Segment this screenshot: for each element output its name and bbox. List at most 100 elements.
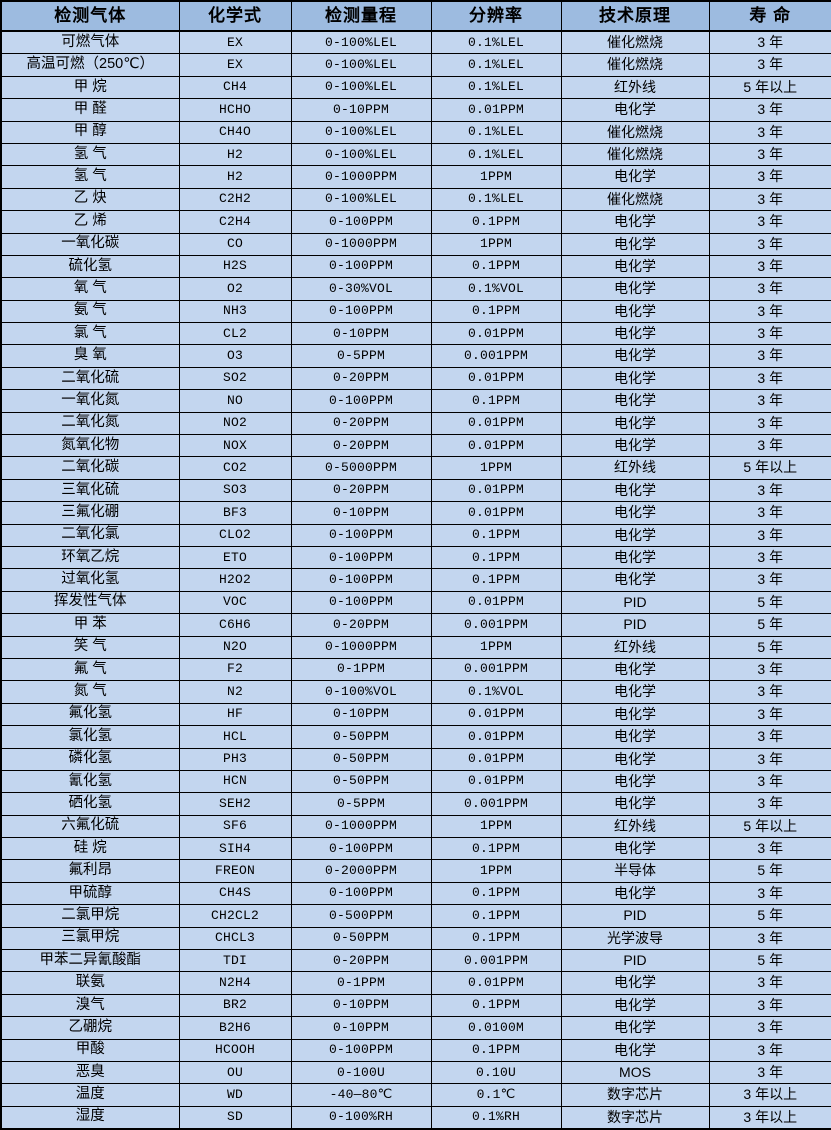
cell-gas: 氟利昂 [0, 859, 180, 883]
cell-gas: 湿度 [0, 1105, 180, 1130]
cell-lifetime: 3 年 [708, 165, 831, 189]
cell-principle: 电化学 [560, 837, 710, 861]
cell-resolution: 1PPM [430, 635, 562, 659]
cell-principle: 红外线 [560, 635, 710, 659]
cell-range: 0-100%LEL [290, 75, 432, 100]
table-row: 三氟化硼 BF3 0-10PPM 0.01PPM 电化学 3 年 [0, 501, 831, 525]
cell-principle: 电化学 [560, 792, 710, 816]
cell-formula: SIH4 [178, 837, 292, 861]
cell-lifetime: 3 年 [708, 1038, 831, 1062]
cell-resolution: 0.1%VOL [430, 680, 562, 704]
cell-range: 0-50PPM [290, 926, 432, 951]
cell-range: 0-100PPM [290, 254, 432, 279]
column-header-range: 检测量程 [290, 0, 432, 32]
cell-lifetime: 3 年 [708, 837, 831, 861]
cell-lifetime: 3 年 [708, 1060, 831, 1085]
cell-principle: PID [560, 904, 710, 928]
cell-range: 0-100%LEL [290, 53, 432, 77]
cell-lifetime: 3 年 [708, 142, 831, 167]
cell-lifetime: 3 年 [708, 769, 831, 794]
cell-lifetime: 5 年 [708, 904, 831, 928]
table-row: 二氧化氮 NO2 0-20PPM 0.01PPM 电化学 3 年 [0, 411, 831, 436]
cell-range: 0-1000PPM [290, 232, 432, 256]
cell-formula: H2 [178, 165, 292, 189]
cell-lifetime: 3 年 [708, 344, 831, 368]
cell-formula: HCOOH [178, 1038, 292, 1062]
cell-gas: 硅 烷 [0, 837, 180, 861]
table-row: 三氧化硫 SO3 0-20PPM 0.01PPM 电化学 3 年 [0, 478, 831, 503]
cell-principle: 电化学 [560, 725, 710, 749]
table-row: 氢 气 H2 0-100%LEL 0.1%LEL 催化燃烧 3 年 [0, 142, 831, 167]
table-row: 六氟化硫 SF6 0-1000PPM 1PPM 红外线 5 年以上 [0, 814, 831, 839]
cell-lifetime: 3 年 [708, 881, 831, 906]
cell-range: 0-20PPM [290, 366, 432, 391]
cell-gas: 高温可燃（250℃） [0, 53, 180, 77]
cell-range: 0-100PPM [290, 389, 432, 413]
cell-range: 0-1000PPM [290, 635, 432, 659]
cell-lifetime: 3 年 [708, 277, 831, 301]
cell-principle: 红外线 [560, 456, 710, 480]
cell-range: 0-5PPM [290, 792, 432, 816]
table-row: 笑 气 N2O 0-1000PPM 1PPM 红外线 5 年 [0, 635, 831, 659]
table-row: 恶臭 OU 0-100U 0.10U MOS 3 年 [0, 1060, 831, 1085]
cell-lifetime: 3 年 [708, 98, 831, 122]
cell-gas: 氮 气 [0, 680, 180, 704]
cell-lifetime: 3 年 [708, 501, 831, 525]
cell-range: 0-100%LEL [290, 187, 432, 212]
table-row: 氰化氢 HCN 0-50PPM 0.01PPM 电化学 3 年 [0, 769, 831, 794]
cell-resolution: 0.1PPM [430, 389, 562, 413]
cell-lifetime: 3 年 [708, 299, 831, 324]
cell-lifetime: 3 年以上 [708, 1105, 831, 1130]
cell-formula: HCHO [178, 98, 292, 122]
cell-principle: 半导体 [560, 859, 710, 883]
cell-range: 0-1000PPM [290, 814, 432, 839]
cell-formula: SF6 [178, 814, 292, 839]
table-row: 甲 烷 CH4 0-100%LEL 0.1%LEL 红外线 5 年以上 [0, 75, 831, 100]
cell-formula: C2H4 [178, 210, 292, 234]
cell-principle: 电化学 [560, 366, 710, 391]
cell-resolution: 0.01PPM [430, 702, 562, 727]
cell-resolution: 0.001PPM [430, 792, 562, 816]
cell-range: 0-10PPM [290, 322, 432, 346]
cell-range: 0-100PPM [290, 1038, 432, 1062]
cell-lifetime: 3 年 [708, 53, 831, 77]
cell-resolution: 0.1%RH [430, 1105, 562, 1130]
cell-range: 0-100PPM [290, 568, 432, 592]
table-row: 氢 气 H2 0-1000PPM 1PPM 电化学 3 年 [0, 165, 831, 189]
cell-formula: SO3 [178, 478, 292, 503]
cell-gas: 三氯甲烷 [0, 926, 180, 951]
cell-principle: 电化学 [560, 1038, 710, 1062]
cell-gas: 氢 气 [0, 165, 180, 189]
cell-gas: 可燃气体 [0, 30, 180, 55]
cell-lifetime: 5 年以上 [708, 814, 831, 839]
cell-gas: 氧 气 [0, 277, 180, 301]
cell-resolution: 0.001PPM [430, 657, 562, 682]
table-row: 过氧化氢 H2O2 0-100PPM 0.1PPM 电化学 3 年 [0, 568, 831, 592]
cell-resolution: 0.1PPM [430, 837, 562, 861]
cell-gas: 二氧化硫 [0, 366, 180, 391]
table-row: 氨 气 NH3 0-100PPM 0.1PPM 电化学 3 年 [0, 299, 831, 324]
cell-principle: 红外线 [560, 814, 710, 839]
cell-range: 0-100PPM [290, 545, 432, 570]
cell-formula: B2H6 [178, 1016, 292, 1040]
cell-formula: CO2 [178, 456, 292, 480]
table-row: 二氯甲烷 CH2CL2 0-500PPM 0.1PPM PID 5 年 [0, 904, 831, 928]
table-row: 温度 WD -40—80℃ 0.1℃ 数字芯片 3 年以上 [0, 1083, 831, 1107]
cell-principle: 电化学 [560, 344, 710, 368]
cell-resolution: 0.001PPM [430, 344, 562, 368]
cell-gas: 磷化氢 [0, 747, 180, 771]
table-row: 甲 醇 CH4O 0-100%LEL 0.1%LEL 催化燃烧 3 年 [0, 120, 831, 144]
cell-range: 0-2000PPM [290, 859, 432, 883]
cell-principle: 电化学 [560, 1016, 710, 1040]
cell-resolution: 0.01PPM [430, 725, 562, 749]
cell-resolution: 0.1PPM [430, 1038, 562, 1062]
table-row: 乙 炔 C2H2 0-100%LEL 0.1%LEL 催化燃烧 3 年 [0, 187, 831, 212]
cell-gas: 甲苯二异氰酸酯 [0, 949, 180, 973]
cell-lifetime: 3 年 [708, 30, 831, 55]
cell-formula: TDI [178, 949, 292, 973]
cell-resolution: 0.1%LEL [430, 53, 562, 77]
cell-lifetime: 3 年 [708, 545, 831, 570]
cell-resolution: 0.001PPM [430, 613, 562, 637]
cell-resolution: 0.1PPM [430, 210, 562, 234]
cell-resolution: 0.01PPM [430, 366, 562, 391]
